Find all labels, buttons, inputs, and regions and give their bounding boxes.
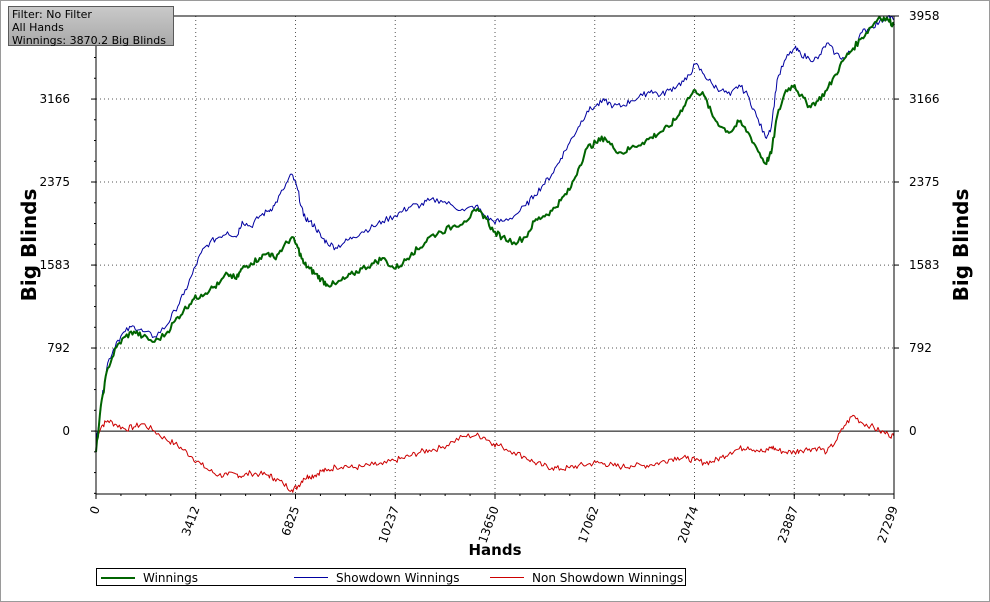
plot-area-border <box>95 15 895 495</box>
y-tick-label-left: 3166 <box>39 92 70 106</box>
x-tick-label: 3412 <box>179 504 203 537</box>
y-tick-label-left: 792 <box>47 341 70 355</box>
series-line-winnings <box>95 15 895 453</box>
legend-item-non-showdown: Non Showdown Winnings <box>490 570 683 585</box>
legend-swatch-winnings <box>101 576 135 579</box>
y-tick-label-right: 1583 <box>909 258 940 272</box>
x-tick-label: 27299 <box>875 504 901 545</box>
y-tick-label-right: 3958 <box>909 9 940 23</box>
legend-swatch-showdown <box>294 577 328 578</box>
y-tick-label-left: 0 <box>62 424 70 438</box>
x-tick-label: 13650 <box>476 504 502 545</box>
hands-label: All Hands <box>12 21 64 34</box>
legend-label-showdown: Showdown Winnings <box>336 570 460 585</box>
x-tick-label: 17062 <box>575 504 601 545</box>
x-tick-label: 6825 <box>279 504 303 537</box>
y-tick-label-right: 3166 <box>909 92 940 106</box>
x-tick-label: 20474 <box>675 504 701 545</box>
series-line-non-showdown-winnings <box>95 414 895 493</box>
y-axis-title-right: Big Blinds <box>949 189 973 302</box>
grid <box>96 16 894 494</box>
x-tick-label: 10237 <box>376 504 402 545</box>
y-tick-label-right: 0 <box>909 424 917 438</box>
legend-label-non-showdown: Non Showdown Winnings <box>532 570 684 585</box>
filter-label: Filter: No Filter <box>12 8 92 21</box>
y-tick-label-right: 2375 <box>909 175 940 189</box>
y-axis-title-left: Big Blinds <box>17 189 41 302</box>
x-tick-label: 23887 <box>775 504 801 545</box>
legend: Winnings Showdown Winnings Non Showdown … <box>96 568 686 586</box>
legend-item-winnings: Winnings <box>101 570 198 585</box>
y-tick-label-left: 2375 <box>39 175 70 189</box>
filter-info-box: Filter: No Filter All Hands Winnings: 38… <box>8 6 174 47</box>
x-axis-title: Hands <box>468 541 521 559</box>
series-lines <box>95 15 895 493</box>
y-tick-label-left: 1583 <box>39 258 70 272</box>
axis-ticks: 0079279215831583237523753166316639583958… <box>39 9 939 545</box>
series-line-showdown-winnings <box>95 15 895 442</box>
legend-item-showdown: Showdown Winnings <box>294 570 460 585</box>
winnings-label: Winnings: 3870.2 Big Blinds <box>12 34 166 47</box>
legend-swatch-non-showdown <box>490 577 524 578</box>
x-tick-label: 0 <box>87 504 103 516</box>
legend-label-winnings: Winnings <box>143 570 198 585</box>
y-tick-label-right: 792 <box>909 341 932 355</box>
